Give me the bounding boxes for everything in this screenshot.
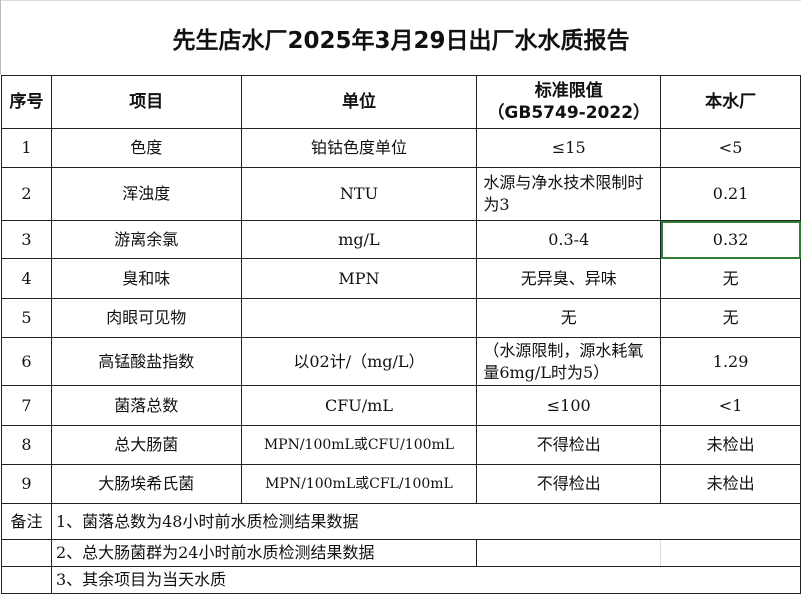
header-row: 序号 项目 单位 标准限值 （GB5749-2022） 本水厂 bbox=[1, 75, 801, 129]
cell-limit[interactable]: （水源限制，源水耗氧量6mg/L时为5） bbox=[476, 337, 662, 386]
header-limit[interactable]: 标准限值 （GB5749-2022） bbox=[476, 75, 662, 129]
cell-no[interactable]: 2 bbox=[1, 167, 52, 221]
note-row: 2、总大肠菌群为24小时前水质检测结果数据 bbox=[1, 539, 801, 567]
cell-value[interactable]: 0.21 bbox=[660, 167, 801, 221]
cell-unit[interactable]: MPN/100mL或CFU/100mL bbox=[240, 425, 478, 465]
note-label-empty[interactable] bbox=[1, 566, 52, 594]
note-2[interactable]: 2、总大肠菌群为24小时前水质检测结果数据 bbox=[50, 539, 478, 567]
table-row: 8 总大肠菌 MPN/100mL或CFU/100mL 不得检出 未检出 bbox=[1, 425, 801, 465]
report-title[interactable]: 先生店水厂2025年3月29日出厂水水质报告 bbox=[0, 0, 801, 75]
header-item[interactable]: 项目 bbox=[50, 75, 242, 129]
table-row: 3 游离余氯 mg/L 0.3-4 0.32 bbox=[1, 220, 801, 259]
table-row: 9 大肠埃希氏菌 MPN/100mL或CFL/100mL 不得检出 未检出 bbox=[1, 464, 801, 504]
cell-no[interactable]: 1 bbox=[1, 128, 52, 168]
cell-item[interactable]: 高锰酸盐指数 bbox=[50, 337, 242, 386]
water-quality-table: 序号 项目 单位 标准限值 （GB5749-2022） 本水厂 1 色度 铂钴色度单位… bbox=[1, 75, 801, 594]
cell-no[interactable]: 5 bbox=[1, 298, 52, 338]
cell-value[interactable]: 未检出 bbox=[660, 425, 801, 465]
note-3[interactable]: 3、其余项目为当天水质 bbox=[50, 566, 801, 594]
table-row: 5 肉眼可见物 无无 bbox=[1, 298, 801, 338]
cell-unit[interactable]: CFU/mL bbox=[240, 385, 478, 426]
header-plant[interactable]: 本水厂 bbox=[660, 75, 801, 129]
cell-limit[interactable]: ≤100 bbox=[476, 385, 662, 426]
cell-value[interactable]: 未检出 bbox=[660, 464, 801, 504]
cell-item[interactable]: 大肠埃希氏菌 bbox=[50, 464, 242, 504]
empty-cell[interactable] bbox=[476, 539, 662, 567]
cell-limit[interactable]: 不得检出 bbox=[476, 464, 662, 504]
cell-unit[interactable] bbox=[240, 298, 478, 338]
table-row: 7 菌落总数 CFU/mL ≤100 <1 bbox=[1, 385, 801, 426]
cell-limit[interactable]: 不得检出 bbox=[476, 425, 662, 465]
cell-no[interactable]: 9 bbox=[1, 464, 52, 504]
cell-value[interactable]: 无 bbox=[660, 258, 801, 299]
cell-unit[interactable]: 以02计/（mg/L） bbox=[240, 337, 478, 386]
empty-cell[interactable] bbox=[660, 539, 801, 567]
notes-label[interactable]: 备注 bbox=[1, 503, 52, 540]
cell-no[interactable]: 6 bbox=[1, 337, 52, 386]
cell-item[interactable]: 臭和味 bbox=[50, 258, 242, 299]
cell-value[interactable]: 1.29 bbox=[660, 337, 801, 386]
cell-no[interactable]: 8 bbox=[1, 425, 52, 465]
cell-limit[interactable]: ≤15 bbox=[476, 128, 662, 168]
cell-no[interactable]: 3 bbox=[1, 220, 52, 259]
cell-limit[interactable]: 0.3-4 bbox=[476, 220, 662, 259]
table-row: 6 高锰酸盐指数 以02计/（mg/L） （水源限制，源水耗氧量6mg/L时为5） 1.… bbox=[1, 337, 801, 386]
cell-no[interactable]: 7 bbox=[1, 385, 52, 426]
cell-unit[interactable]: MPN bbox=[240, 258, 478, 299]
header-limit-line1: 标准限值 bbox=[534, 81, 603, 101]
cell-no[interactable]: 4 bbox=[1, 258, 52, 299]
cell-limit[interactable]: 水源与净水技术限制时为3 bbox=[476, 167, 662, 221]
cell-item[interactable]: 游离余氯 bbox=[50, 220, 242, 259]
table-row: 2 浑浊度 NTU 水源与净水技术限制时为3 0.21 bbox=[1, 167, 801, 221]
cell-value[interactable]: 0.32 bbox=[660, 220, 801, 259]
cell-value[interactable]: 无 bbox=[660, 298, 801, 338]
table-row: 1 色度 铂钴色度单位 ≤15 <5 bbox=[1, 128, 801, 168]
note-row: 3、其余项目为当天水质 bbox=[1, 566, 801, 594]
note-1[interactable]: 1、菌落总数为48小时前水质检测结果数据 bbox=[50, 503, 801, 540]
note-row: 备注 1、菌落总数为48小时前水质检测结果数据 bbox=[1, 503, 801, 540]
header-limit-line2: （GB5749-2022） bbox=[487, 103, 651, 123]
note-label-empty[interactable] bbox=[1, 539, 52, 567]
table-row: 4 臭和味 MPN 无异臭、异味无 bbox=[1, 258, 801, 299]
cell-limit[interactable]: 无异臭、异味 bbox=[476, 258, 662, 299]
cell-item[interactable]: 色度 bbox=[50, 128, 242, 168]
cell-item[interactable]: 肉眼可见物 bbox=[50, 298, 242, 338]
header-no[interactable]: 序号 bbox=[1, 75, 52, 129]
cell-item[interactable]: 总大肠菌 bbox=[50, 425, 242, 465]
cell-unit[interactable]: MPN/100mL或CFL/100mL bbox=[240, 464, 478, 504]
cell-item[interactable]: 菌落总数 bbox=[50, 385, 242, 426]
sheet-gridline bbox=[0, 0, 801, 1]
header-unit[interactable]: 单位 bbox=[240, 75, 478, 129]
cell-limit[interactable]: 无 bbox=[476, 298, 662, 338]
cell-item[interactable]: 浑浊度 bbox=[50, 167, 242, 221]
cell-unit[interactable]: mg/L bbox=[240, 220, 478, 259]
cell-unit[interactable]: 铂钴色度单位 bbox=[240, 128, 478, 168]
cell-value[interactable]: <5 bbox=[660, 128, 801, 168]
cell-value[interactable]: <1 bbox=[660, 385, 801, 426]
cell-unit[interactable]: NTU bbox=[240, 167, 478, 221]
